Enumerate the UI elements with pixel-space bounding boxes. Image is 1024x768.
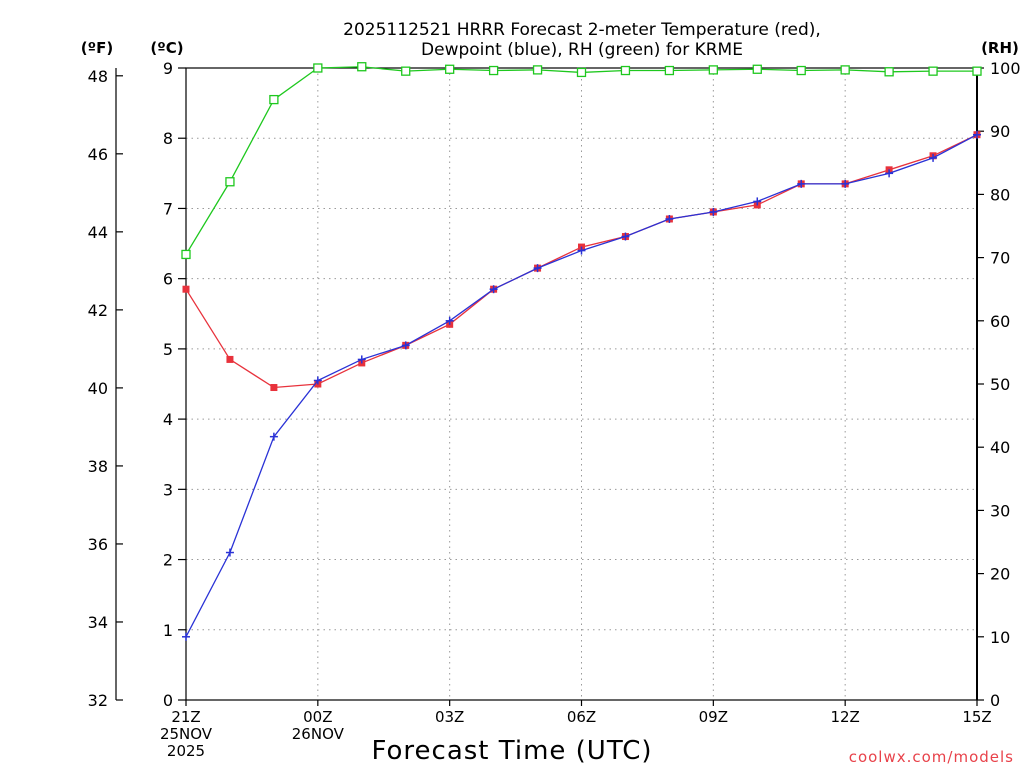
y-tick-label-rh: 40 <box>990 438 1010 457</box>
data-point-rh <box>181 249 191 260</box>
y-tick-label-rh: 70 <box>990 249 1010 268</box>
y-tick-label-fahrenheit: 44 <box>88 223 108 242</box>
y-tick-label-celsius: 6 <box>163 270 173 289</box>
data-point-dewpoint <box>621 232 630 241</box>
y-tick-label-rh: 30 <box>990 501 1010 520</box>
data-point-dewpoint <box>269 432 278 441</box>
x-tick-label: 12Z <box>830 708 859 726</box>
y-tick-label-fahrenheit: 32 <box>88 691 108 710</box>
x-tick-label: 03Z <box>435 708 464 726</box>
data-point-dewpoint <box>665 214 674 223</box>
y-tick-label-rh: 0 <box>990 691 1000 710</box>
chart-title-line2: Dewpoint (blue), RH (green) for KRME <box>421 40 743 60</box>
y-tick-label-celsius: 8 <box>163 129 173 148</box>
data-point-temp <box>226 355 234 363</box>
y-tick-label-rh: 60 <box>990 312 1010 331</box>
data-point-rh <box>576 67 587 78</box>
data-point-rh <box>796 65 806 76</box>
series-line-dewpoint <box>185 134 978 638</box>
data-point-rh <box>488 65 499 76</box>
data-point-rh <box>445 64 455 74</box>
y-tick-label-rh: 50 <box>990 375 1010 394</box>
data-point-dewpoint <box>533 264 542 273</box>
x-tick-label: 15Z <box>962 708 991 726</box>
x-tick-label: 06Z <box>567 708 596 726</box>
data-point-rh <box>664 65 675 76</box>
data-point-dewpoint <box>797 179 806 188</box>
y-tick-label-fahrenheit: 34 <box>88 613 108 632</box>
x-tick-label: 2025 <box>167 742 205 760</box>
x-tick-label: 21Z <box>171 708 200 726</box>
y-tick-label-celsius: 2 <box>163 551 173 570</box>
data-point-rh <box>269 94 279 105</box>
data-point-rh <box>313 63 323 73</box>
unit-label-fahrenheit: (ºF) <box>81 39 113 57</box>
data-point-dewpoint <box>182 632 190 641</box>
plot-series <box>181 62 982 641</box>
data-point-rh <box>401 66 411 76</box>
y-tick-label-fahrenheit: 46 <box>88 145 108 164</box>
x-tick-label: 00Z <box>303 708 332 726</box>
data-point-rh <box>884 67 894 77</box>
y-tick-label-celsius: 9 <box>163 59 173 78</box>
data-point-dewpoint <box>929 153 938 162</box>
data-point-dewpoint <box>709 207 718 216</box>
data-point-dewpoint <box>577 246 586 255</box>
axes: 0123456789323436384042444648010203040506… <box>88 59 1021 710</box>
grid-lines <box>186 67 977 700</box>
x-axis-label: Forecast Time (UTC) <box>371 736 652 766</box>
y-tick-label-fahrenheit: 38 <box>88 457 108 476</box>
data-point-rh <box>532 65 543 75</box>
data-point-rh <box>708 65 718 75</box>
y-tick-label-rh: 80 <box>990 185 1010 204</box>
unit-label-celsius: (ºC) <box>150 39 183 57</box>
data-point-dewpoint <box>841 179 850 188</box>
x-tick-label: 09Z <box>699 708 728 726</box>
y-tick-label-fahrenheit: 36 <box>88 535 108 554</box>
data-point-temp <box>270 384 278 392</box>
y-tick-label-celsius: 3 <box>163 480 173 499</box>
y-tick-label-fahrenheit: 48 <box>88 67 108 86</box>
data-point-dewpoint <box>973 130 981 139</box>
series-line-rh <box>185 66 977 255</box>
y-tick-label-celsius: 1 <box>163 621 173 640</box>
data-point-temp <box>182 285 190 293</box>
y-tick-label-fahrenheit: 40 <box>88 379 108 398</box>
data-point-dewpoint <box>357 355 366 364</box>
source-credit: coolwx.com/models <box>849 748 1014 766</box>
y-tick-label-celsius: 0 <box>163 691 173 710</box>
data-point-dewpoint <box>401 341 410 350</box>
y-tick-label-rh: 20 <box>990 565 1010 584</box>
data-point-rh <box>620 65 631 76</box>
data-point-rh <box>840 65 850 75</box>
chart-title-line1: 2025112521 HRRR Forecast 2-meter Tempera… <box>343 20 821 40</box>
y-tick-label-celsius: 4 <box>163 410 173 429</box>
unit-label-rh: (RH) <box>981 39 1019 57</box>
data-point-rh <box>928 66 938 76</box>
y-tick-label-rh: 90 <box>990 122 1010 141</box>
data-point-dewpoint <box>885 169 894 178</box>
y-tick-label-celsius: 7 <box>163 199 173 218</box>
data-point-rh <box>357 62 367 72</box>
data-point-dewpoint <box>313 376 322 385</box>
data-point-dewpoint <box>225 548 234 557</box>
data-point-dewpoint <box>753 197 762 206</box>
y-tick-label-fahrenheit: 42 <box>88 301 108 320</box>
data-point-rh <box>225 177 235 187</box>
y-tick-label-rh: 100 <box>990 59 1021 78</box>
data-point-rh <box>972 66 982 76</box>
data-point-dewpoint <box>489 285 498 294</box>
x-tick-label: 26NOV <box>292 725 345 743</box>
data-point-dewpoint <box>445 316 454 325</box>
x-tick-label: 25NOV <box>160 725 213 743</box>
data-point-rh <box>752 64 762 74</box>
y-tick-label-celsius: 5 <box>163 340 173 359</box>
y-tick-label-rh: 10 <box>990 628 1010 647</box>
